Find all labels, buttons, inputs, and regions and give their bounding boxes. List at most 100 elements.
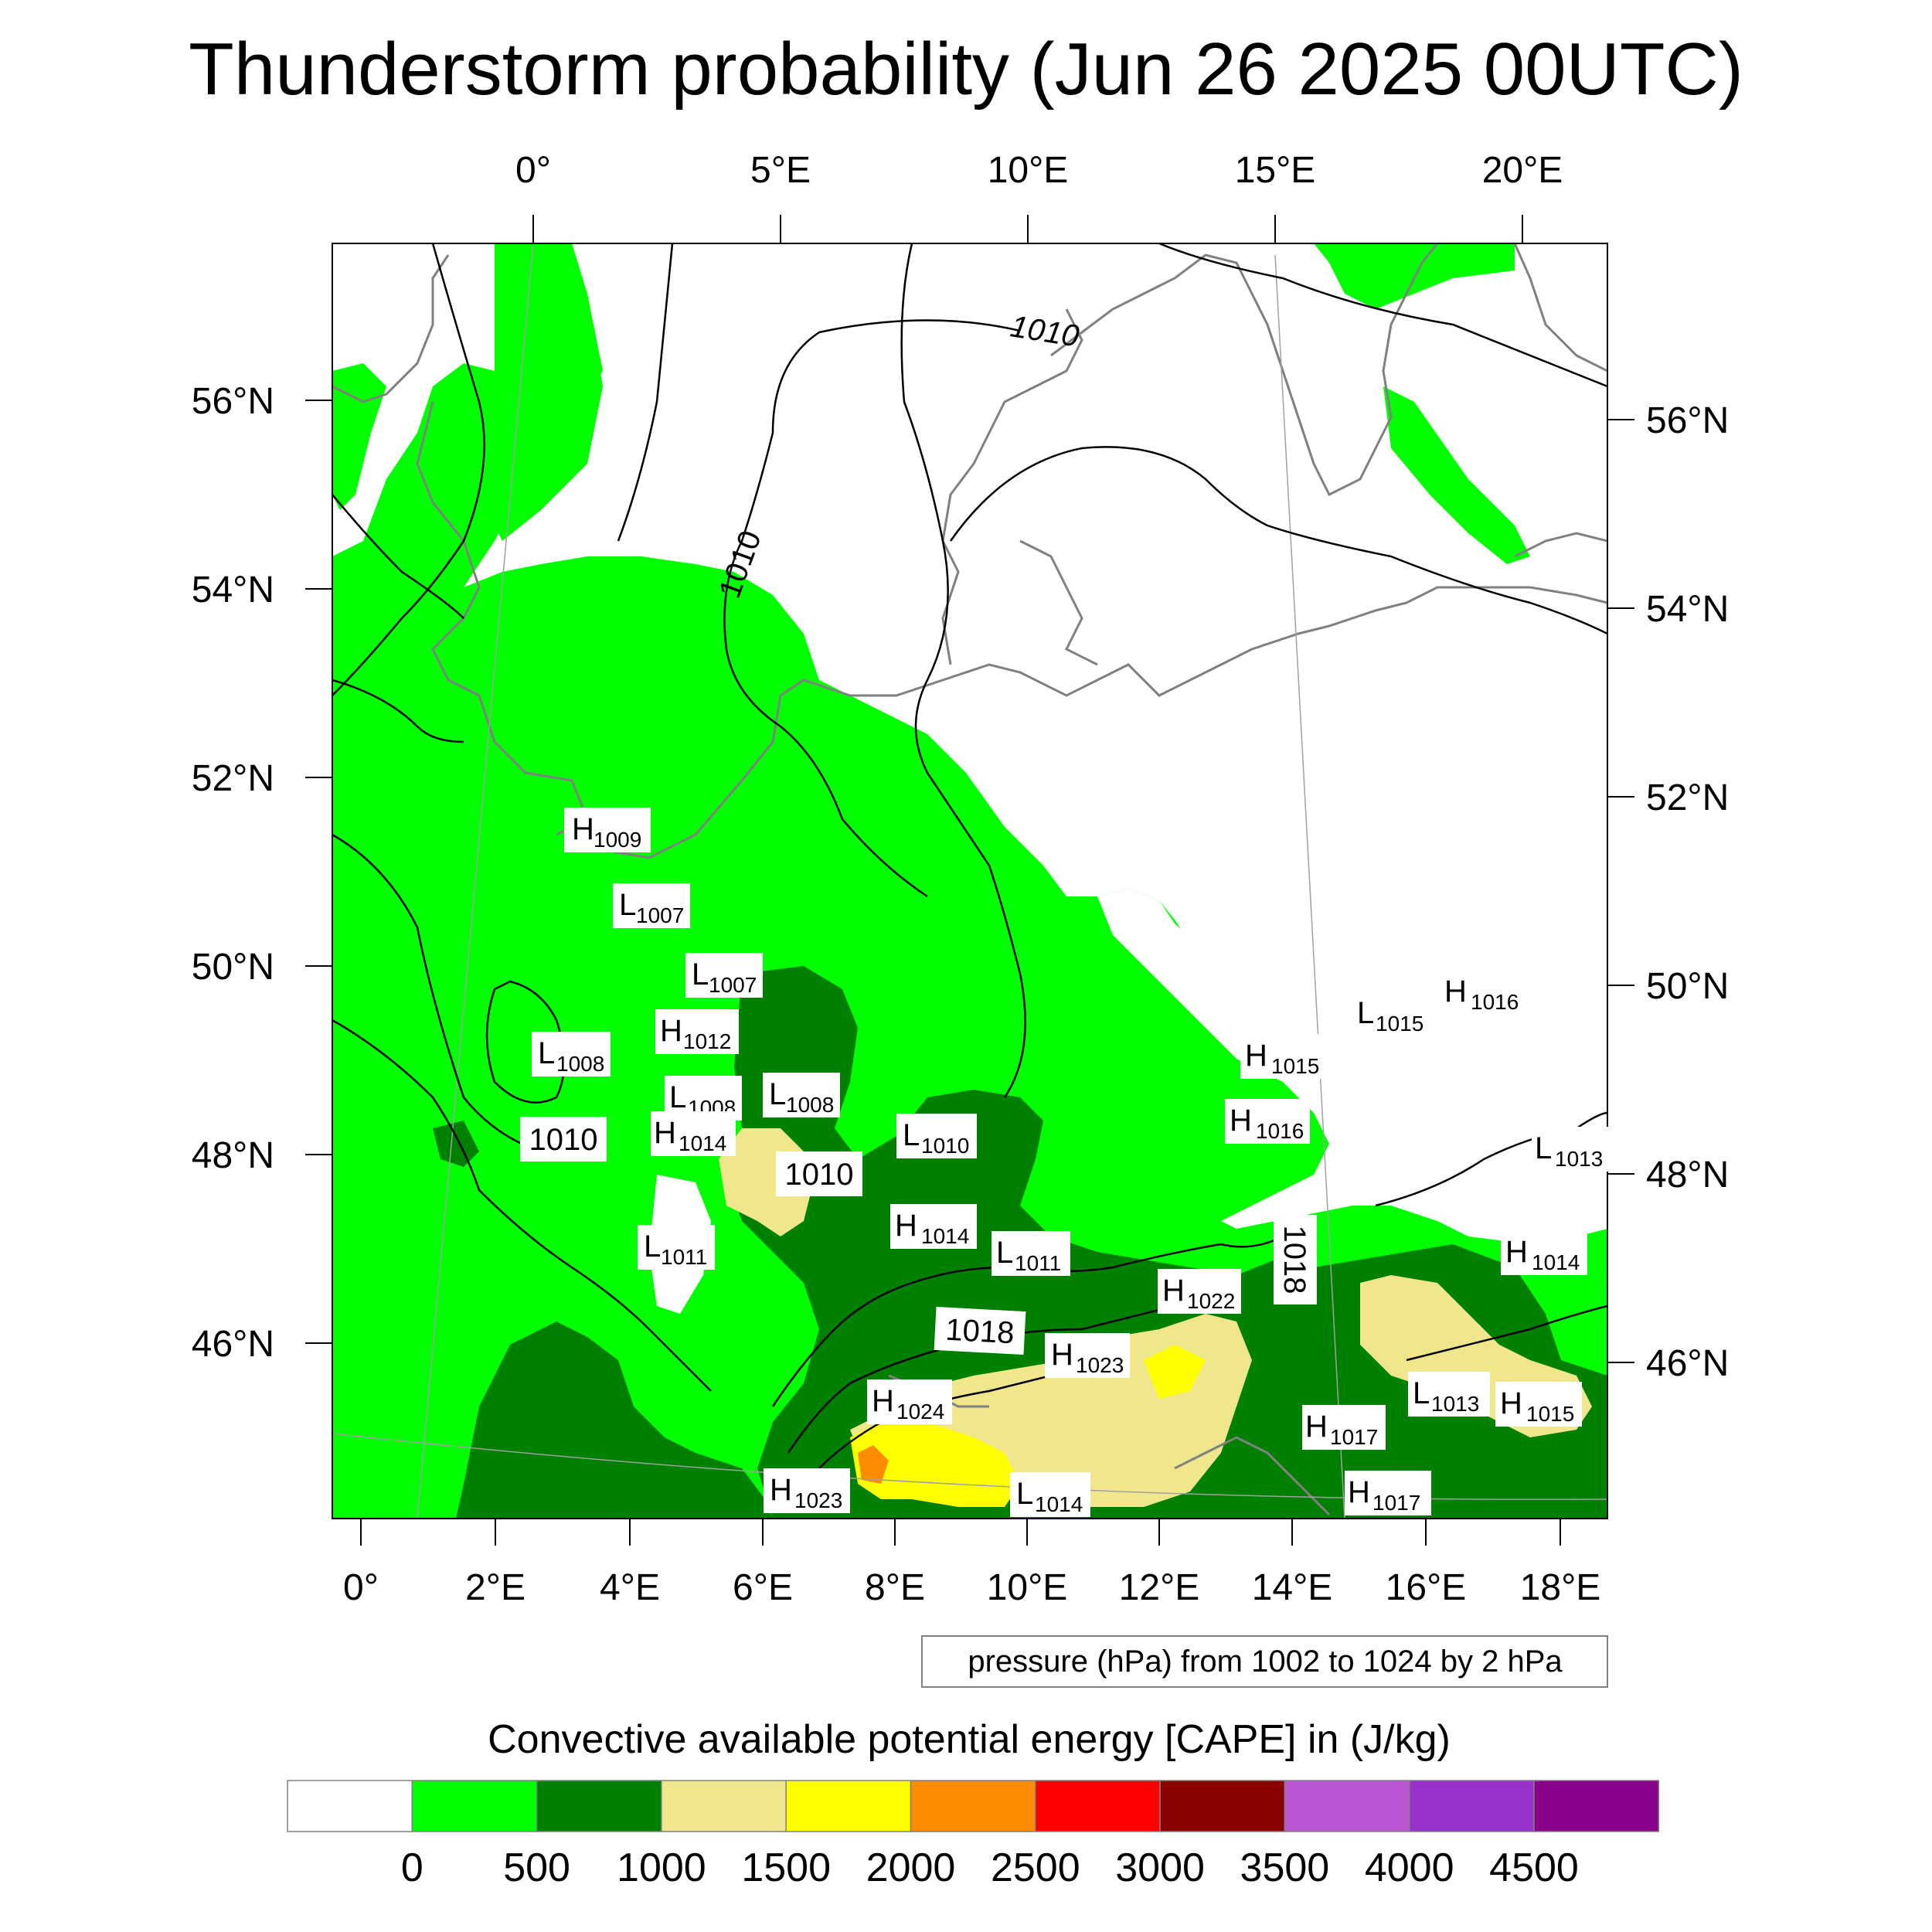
svg-text:1014: 1014	[921, 1224, 969, 1248]
bottom-tick-label: 4°E	[600, 1567, 660, 1608]
svg-text:H: H	[660, 1014, 682, 1048]
pressure-center-label: L 1011	[992, 1231, 1070, 1276]
map-title: Thunderstorm probability (Jun 26 2025 00…	[189, 28, 1743, 111]
pressure-info-text: pressure (hPa) from 1002 to 1024 by 2 hP…	[968, 1645, 1563, 1679]
cape-2000-2500-region	[858, 1445, 889, 1484]
left-tick-label: 52°N	[192, 758, 274, 799]
cape-0-500-region-baltic	[1383, 386, 1530, 564]
isobar-label: 1010	[785, 1158, 854, 1192]
coastline-continent	[602, 586, 1607, 859]
svg-text:H: H	[1305, 1410, 1328, 1444]
colorbar-cell	[287, 1780, 413, 1832]
pressure-center-labels: H 1009 L 1007 L 1007 H 1012 L 1008 L 100…	[532, 808, 1612, 1517]
svg-text:L: L	[692, 957, 709, 992]
colorbar-tick-label: 4000	[1365, 1845, 1454, 1890]
svg-text:H: H	[770, 1473, 792, 1507]
pressure-center-label: H 1024	[867, 1379, 952, 1424]
svg-text:1008: 1008	[556, 1052, 604, 1076]
cape-500-1000-region-southwest	[456, 1321, 773, 1519]
isobar-east-1	[1375, 1111, 1607, 1207]
right-tick-label: 46°N	[1646, 1343, 1729, 1384]
svg-text:1017: 1017	[1372, 1491, 1420, 1515]
svg-text:1014: 1014	[679, 1131, 726, 1155]
coastline-denmark	[941, 308, 1098, 666]
svg-text:H: H	[1444, 975, 1467, 1009]
svg-text:H: H	[872, 1384, 894, 1418]
colorbar-cell	[1159, 1780, 1286, 1832]
svg-text:L: L	[669, 1080, 686, 1114]
svg-text:1007: 1007	[709, 973, 757, 997]
svg-text:1016: 1016	[1471, 990, 1519, 1014]
graticule-meridian-0	[417, 243, 534, 1519]
left-tick-label: 46°N	[192, 1324, 274, 1365]
right-tick-label: 52°N	[1646, 777, 1729, 818]
bottom-tick-labels: 0° 2°E 4°E 6°E 8°E 10°E 12°E 14°E 16°E 1…	[343, 1567, 1600, 1608]
svg-text:1012: 1012	[683, 1029, 731, 1053]
svg-text:1018: 1018	[1277, 1226, 1311, 1294]
bottom-tick-label: 8°E	[865, 1567, 925, 1608]
svg-text:1013: 1013	[1431, 1392, 1479, 1416]
top-tick-label: 10°E	[988, 150, 1069, 191]
svg-text:1015: 1015	[1526, 1402, 1574, 1426]
top-tick-labels: 0° 5°E 10°E 15°E 20°E	[515, 150, 1563, 191]
left-tick-label: 54°N	[192, 570, 274, 611]
svg-text:H: H	[572, 812, 594, 846]
pressure-center-label: H 1023	[1045, 1333, 1130, 1378]
right-tick-label: 54°N	[1646, 589, 1729, 630]
svg-text:H: H	[654, 1116, 676, 1150]
svg-text:H: H	[1162, 1274, 1185, 1308]
svg-text:1014: 1014	[1035, 1492, 1083, 1516]
cape-0-500-region-northwest	[332, 363, 386, 510]
right-tick-label: 48°N	[1646, 1155, 1729, 1196]
pressure-center-label: H 1014	[890, 1204, 977, 1249]
svg-text:1009: 1009	[594, 828, 641, 852]
coastlines	[332, 243, 1607, 1516]
svg-text:1010: 1010	[921, 1134, 969, 1158]
pressure-center-label: L 1013	[1408, 1372, 1490, 1417]
top-tick-label: 5°E	[750, 150, 811, 191]
svg-text:1007: 1007	[636, 903, 684, 927]
svg-text:H: H	[1230, 1104, 1252, 1138]
svg-text:L: L	[1357, 996, 1374, 1030]
right-tick-label: 56°N	[1646, 400, 1729, 441]
colorbar-tick-label: 1500	[741, 1845, 831, 1890]
svg-text:1015: 1015	[1376, 1012, 1423, 1036]
svg-text:H: H	[1245, 1039, 1267, 1073]
isobar-1012-west	[332, 494, 464, 743]
svg-text:1008: 1008	[786, 1093, 834, 1117]
coastline-gb	[332, 254, 589, 836]
bottom-tick-label: 10°E	[987, 1567, 1068, 1608]
colorbar-tick-label: 1000	[617, 1845, 706, 1890]
svg-text:1014: 1014	[1532, 1250, 1580, 1274]
bottom-tick-label: 6°E	[733, 1567, 793, 1608]
pressure-center-label: H 1014	[1501, 1230, 1587, 1275]
svg-text:L: L	[1535, 1131, 1552, 1165]
pressure-center-label: L 1007	[685, 953, 763, 998]
coastline-adriatic	[1174, 1436, 1331, 1516]
colorbar-tick-label: 3500	[1240, 1845, 1330, 1890]
svg-text:L: L	[644, 1230, 661, 1264]
bottom-tick-label: 0°	[343, 1567, 379, 1608]
cape-0-500-region-north	[479, 243, 603, 541]
bottom-tick-label: 2°E	[465, 1567, 526, 1608]
pressure-center-label: L 1015	[1352, 992, 1433, 1036]
svg-text:L: L	[1016, 1477, 1033, 1511]
coastline-scandinavia	[1050, 243, 1607, 497]
graticule-meridian-15	[1274, 254, 1345, 1519]
coastline-baltic-east	[1514, 532, 1607, 558]
isobar-1008-center	[617, 243, 674, 542]
pressure-center-label: H 1012	[655, 1009, 739, 1054]
svg-text:L: L	[619, 888, 636, 922]
bottom-tick-label: 14°E	[1252, 1567, 1333, 1608]
pressure-center-label: H 1015	[1240, 1034, 1325, 1079]
svg-text:1023: 1023	[1076, 1353, 1124, 1377]
colorbar-tick-label: 3000	[1115, 1845, 1205, 1890]
pressure-center-label: L 1008	[763, 1073, 840, 1117]
colorbar-cell	[785, 1780, 912, 1832]
colorbar-cell	[910, 1780, 1036, 1832]
left-tick-label: 50°N	[192, 947, 274, 988]
top-tick-label: 0°	[515, 150, 551, 191]
svg-text:L: L	[538, 1036, 555, 1070]
isobar-1008-west	[332, 243, 485, 696]
bottom-tick-label: 18°E	[1520, 1567, 1601, 1608]
